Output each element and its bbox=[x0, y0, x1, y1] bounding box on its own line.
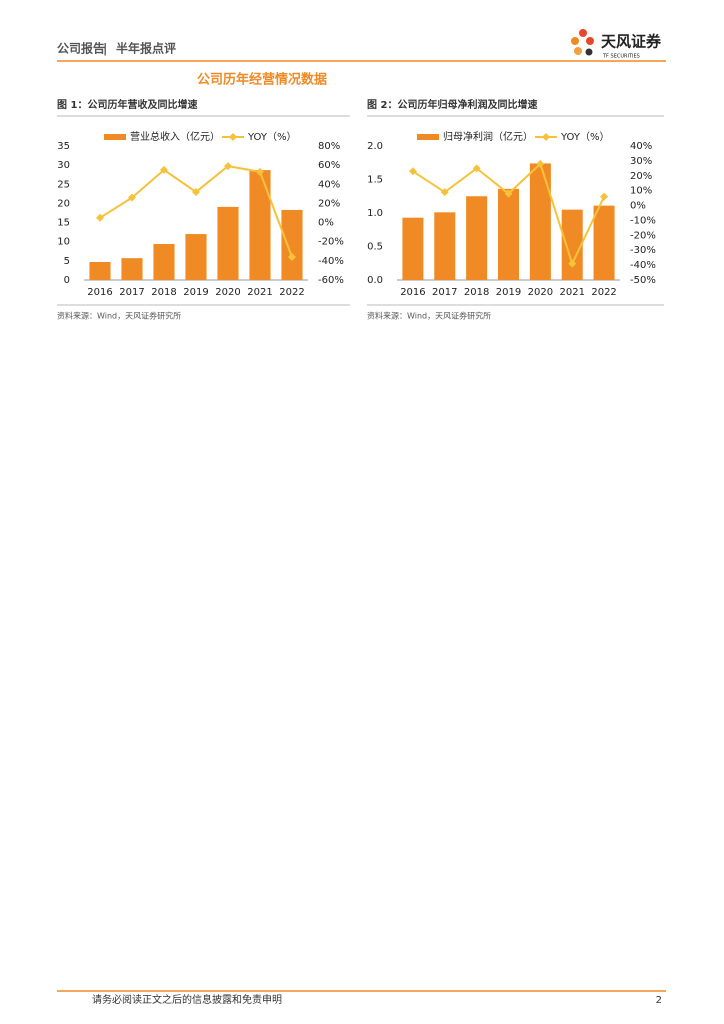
y-tick-label: 20 bbox=[57, 198, 70, 209]
report-subtype: 半年报点评 bbox=[116, 41, 176, 56]
line-marker bbox=[600, 192, 609, 201]
y2-tick-label: -20% bbox=[630, 230, 656, 241]
y2-tick-label: -40% bbox=[630, 260, 656, 271]
x-tick-label: 2022 bbox=[591, 287, 616, 298]
legend-swatch bbox=[104, 134, 126, 140]
bar bbox=[121, 258, 143, 280]
y2-tick-label: -10% bbox=[630, 215, 656, 226]
bar bbox=[434, 212, 456, 280]
figure-caption: 图 2：公司历年归母净利润及同比增速 bbox=[367, 98, 537, 111]
y2-tick-label: 60% bbox=[318, 160, 340, 171]
line-marker bbox=[536, 159, 545, 168]
disclaimer: 请务必阅读正文之后的信息披露和免责申明 bbox=[92, 993, 282, 1006]
y-tick-label: 0.0 bbox=[367, 275, 383, 286]
y2-tick-label: 20% bbox=[318, 198, 340, 209]
source-note: 资料来源：Wind，天风证券研究所 bbox=[367, 311, 491, 321]
y-tick-label: 35 bbox=[57, 141, 70, 152]
y2-tick-label: 10% bbox=[630, 186, 652, 197]
source-note: 资料来源：Wind，天风证券研究所 bbox=[57, 311, 181, 321]
page-number: 2 bbox=[656, 995, 662, 1006]
y2-tick-label: 30% bbox=[630, 156, 652, 167]
line-marker bbox=[96, 213, 104, 222]
x-tick-label: 2019 bbox=[183, 287, 208, 298]
x-tick-label: 2017 bbox=[119, 287, 144, 298]
y-tick-label: 1.5 bbox=[367, 175, 383, 186]
legend-marker bbox=[542, 133, 550, 141]
line-marker bbox=[408, 167, 417, 176]
y2-tick-label: -60% bbox=[318, 275, 344, 286]
line-marker bbox=[160, 165, 168, 174]
y-tick-label: 0 bbox=[64, 275, 70, 286]
bar bbox=[217, 206, 239, 280]
y-tick-label: 2.0 bbox=[367, 141, 383, 152]
x-tick-label: 2022 bbox=[279, 287, 304, 298]
legend-label: 营业总收入（亿元） bbox=[130, 130, 220, 143]
bar bbox=[561, 209, 583, 280]
y2-tick-label: -40% bbox=[318, 256, 344, 267]
bar bbox=[497, 188, 520, 280]
y2-tick-label: 0% bbox=[318, 218, 334, 229]
y2-tick-label: -50% bbox=[630, 275, 656, 286]
x-tick-label: 2019 bbox=[496, 287, 521, 298]
y2-tick-label: 40% bbox=[318, 179, 340, 190]
line-marker bbox=[568, 259, 577, 268]
logo-name: 天风证券 bbox=[601, 33, 662, 51]
bar bbox=[466, 196, 488, 280]
y2-tick-label: 0% bbox=[630, 201, 646, 212]
report-type: 公司报告 bbox=[57, 41, 105, 56]
legend-label: 归母净利润（亿元） bbox=[443, 130, 533, 143]
line-marker bbox=[504, 189, 513, 198]
section-title: 公司历年经营情况数据 bbox=[197, 72, 327, 88]
y-tick-label: 5 bbox=[64, 256, 70, 267]
legend-label: YOY（%） bbox=[247, 131, 297, 143]
line-marker bbox=[128, 193, 136, 202]
bar bbox=[249, 170, 271, 280]
y2-tick-label: -30% bbox=[630, 245, 656, 256]
x-tick-label: 2021 bbox=[559, 287, 584, 298]
x-tick-label: 2021 bbox=[247, 287, 272, 298]
y-tick-label: 25 bbox=[57, 179, 70, 190]
legend-swatch bbox=[417, 134, 439, 140]
separator: | bbox=[103, 42, 107, 56]
line-marker bbox=[288, 253, 296, 262]
bar bbox=[402, 217, 424, 280]
bar bbox=[529, 163, 551, 280]
line-marker bbox=[224, 162, 232, 171]
x-tick-label: 2020 bbox=[215, 287, 240, 298]
bar bbox=[593, 205, 615, 280]
y2-tick-label: -20% bbox=[318, 237, 344, 248]
logo-sub: TF SECURITIES bbox=[602, 54, 640, 60]
y-tick-label: 1.0 bbox=[367, 208, 383, 219]
bar bbox=[89, 262, 111, 280]
logo-icon bbox=[571, 29, 594, 56]
x-tick-label: 2018 bbox=[464, 287, 489, 298]
x-tick-label: 2018 bbox=[151, 287, 176, 298]
y2-tick-label: 80% bbox=[318, 141, 340, 152]
bar bbox=[185, 234, 207, 280]
legend-label: YOY（%） bbox=[560, 131, 610, 143]
y-tick-label: 30 bbox=[57, 160, 70, 171]
line-marker bbox=[256, 167, 264, 176]
line-marker bbox=[472, 164, 481, 173]
y-tick-label: 15 bbox=[57, 218, 70, 229]
x-tick-label: 2017 bbox=[432, 287, 457, 298]
legend-marker bbox=[229, 133, 237, 141]
y2-tick-label: 20% bbox=[630, 171, 652, 182]
bar bbox=[153, 244, 175, 280]
y-tick-label: 10 bbox=[57, 237, 70, 248]
x-tick-label: 2016 bbox=[87, 287, 112, 298]
x-tick-label: 2016 bbox=[400, 287, 425, 298]
bar bbox=[281, 209, 303, 280]
y2-tick-label: 40% bbox=[630, 141, 652, 152]
figure-caption: 图 1：公司历年营收及同比增速 bbox=[57, 98, 197, 111]
line-marker bbox=[192, 187, 200, 196]
y-tick-label: 0.5 bbox=[367, 242, 383, 253]
line-marker bbox=[440, 188, 449, 197]
x-tick-label: 2020 bbox=[528, 287, 553, 298]
